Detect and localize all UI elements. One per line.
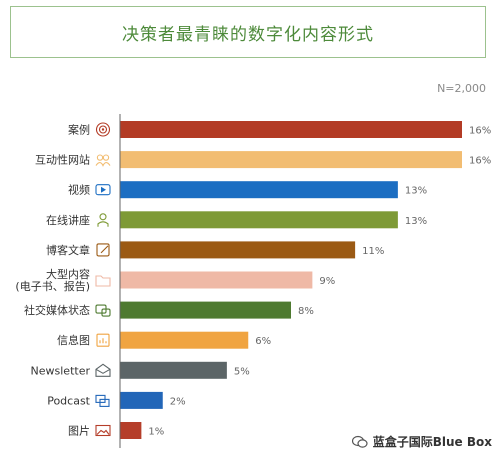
- bar: [120, 121, 462, 138]
- category-label: Podcast: [47, 394, 90, 407]
- bar: [120, 301, 291, 319]
- value-label: 13%: [405, 186, 427, 197]
- category-label: Newsletter: [31, 364, 91, 377]
- edit-icon: [96, 243, 110, 257]
- value-label: 16%: [469, 156, 491, 167]
- bar: [120, 241, 356, 259]
- windows-icon: [95, 394, 110, 407]
- category-label: 视频: [68, 183, 90, 197]
- video-play-icon: [95, 184, 111, 196]
- watermark: 蓝盒子国际Blue Box: [351, 433, 492, 450]
- bar: [120, 271, 313, 289]
- value-label: 8%: [298, 306, 314, 317]
- image-icon: [95, 424, 111, 437]
- value-label: 2%: [170, 396, 186, 407]
- value-label: 1%: [148, 427, 164, 438]
- category-label: 图片: [68, 425, 90, 438]
- bar: [120, 391, 163, 409]
- value-label: 5%: [234, 366, 250, 377]
- category-label: 信息图: [57, 333, 90, 347]
- value-label: 9%: [319, 276, 335, 287]
- category-label: 案例: [68, 123, 90, 137]
- watermark-text: 蓝盒子国际Blue Box: [372, 435, 492, 449]
- bar: [120, 211, 398, 229]
- chart-title: 决策者最青睐的数字化内容形式: [122, 25, 374, 45]
- value-label: 11%: [362, 246, 384, 257]
- wechat-icon: [351, 435, 368, 448]
- presenter-icon: [97, 213, 109, 227]
- target-icon: [95, 122, 111, 137]
- chat-icon: [95, 304, 111, 317]
- value-label: 16%: [469, 126, 491, 137]
- category-label: 社交媒体状态: [24, 303, 90, 317]
- envelope-icon: [95, 363, 111, 377]
- bar: [120, 151, 462, 169]
- chart-doc-icon: [96, 333, 110, 347]
- bar: [120, 181, 398, 199]
- category-label: 在线讲座: [46, 213, 90, 227]
- people-icon: [95, 154, 111, 167]
- value-label: 13%: [405, 216, 427, 227]
- category-label: 互动性网站: [35, 153, 90, 167]
- category-label: 大型内容(电子书、报告): [15, 267, 90, 293]
- category-label: 博客文章: [46, 243, 90, 257]
- value-label: 6%: [255, 336, 271, 347]
- bar: [120, 361, 227, 379]
- bar: [120, 422, 142, 439]
- sample-size-note: N=2,000: [437, 82, 486, 95]
- folder-icon: [95, 275, 111, 287]
- bar: [120, 331, 249, 349]
- title-box: 决策者最青睐的数字化内容形式: [10, 6, 486, 58]
